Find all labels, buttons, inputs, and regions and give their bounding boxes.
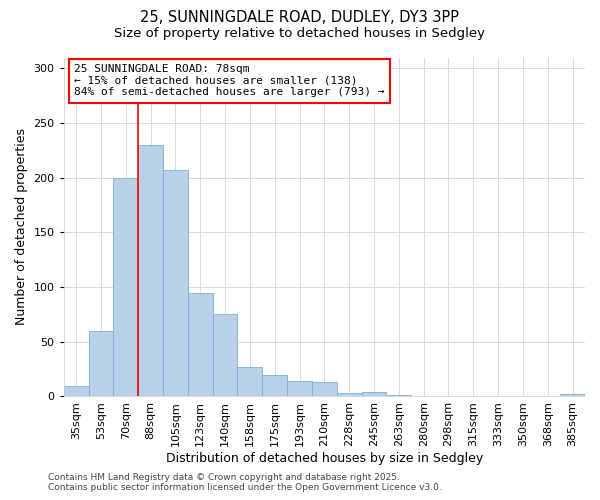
Bar	[560, 394, 585, 396]
Text: Size of property relative to detached houses in Sedgley: Size of property relative to detached ho…	[115, 28, 485, 40]
Bar	[337, 393, 362, 396]
Text: 25, SUNNINGDALE ROAD, DUDLEY, DY3 3PP: 25, SUNNINGDALE ROAD, DUDLEY, DY3 3PP	[140, 10, 460, 25]
Bar	[238, 367, 262, 396]
Bar	[262, 374, 287, 396]
Bar	[64, 386, 89, 396]
Bar	[138, 145, 163, 397]
Bar	[89, 331, 113, 396]
Bar	[188, 292, 212, 397]
Bar	[362, 392, 386, 396]
Text: Contains HM Land Registry data © Crown copyright and database right 2025.
Contai: Contains HM Land Registry data © Crown c…	[48, 473, 442, 492]
Bar	[113, 178, 138, 396]
Y-axis label: Number of detached properties: Number of detached properties	[15, 128, 28, 326]
X-axis label: Distribution of detached houses by size in Sedgley: Distribution of detached houses by size …	[166, 452, 483, 465]
Bar	[312, 382, 337, 396]
Bar	[163, 170, 188, 396]
Bar	[212, 314, 238, 396]
Text: 25 SUNNINGDALE ROAD: 78sqm
← 15% of detached houses are smaller (138)
84% of sem: 25 SUNNINGDALE ROAD: 78sqm ← 15% of deta…	[74, 64, 385, 98]
Bar	[287, 381, 312, 396]
